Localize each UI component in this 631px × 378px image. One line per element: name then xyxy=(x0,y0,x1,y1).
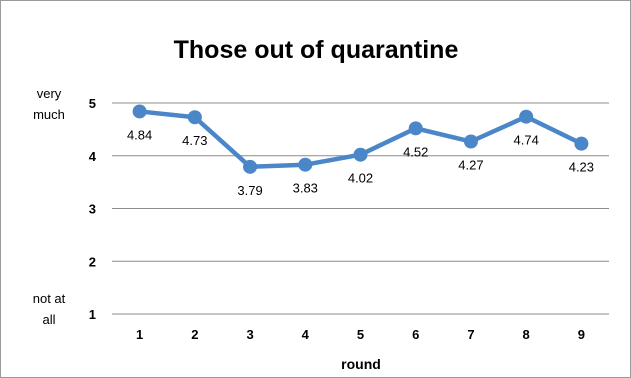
y-tick-label: 3 xyxy=(89,202,96,217)
data-label: 4.74 xyxy=(514,133,539,148)
x-tick-label: 8 xyxy=(523,327,530,342)
data-point xyxy=(574,136,589,151)
data-label: 4.23 xyxy=(569,160,594,175)
data-label: 4.02 xyxy=(348,171,373,186)
data-point xyxy=(298,157,313,172)
x-tick-label: 7 xyxy=(467,327,474,342)
x-tick-label: 6 xyxy=(412,327,419,342)
y-tick-label: 1 xyxy=(89,307,96,322)
x-axis-label: round xyxy=(341,356,381,372)
y-tick-label: 4 xyxy=(89,149,97,164)
data-label: 3.83 xyxy=(293,181,318,196)
gridlines xyxy=(112,102,609,315)
y-tick-label: 2 xyxy=(89,254,96,269)
y-annotation-bottom-line1: not at xyxy=(33,291,66,306)
data-point xyxy=(243,159,258,174)
y-annotation-bottom-line2: all xyxy=(42,312,55,327)
data-point xyxy=(187,110,202,125)
y-annotation-top-line1: very xyxy=(37,86,62,101)
x-tick-label: 5 xyxy=(357,327,364,342)
chart-title: Those out of quarantine xyxy=(174,36,459,64)
y-tick-label: 5 xyxy=(89,96,96,111)
data-label: 4.73 xyxy=(182,133,207,148)
x-axis-ticks: 1 2 3 4 5 6 7 8 9 xyxy=(136,327,585,342)
data-point xyxy=(408,121,423,136)
data-point xyxy=(463,134,478,149)
x-tick-label: 1 xyxy=(136,327,143,342)
x-tick-label: 4 xyxy=(302,327,310,342)
data-point xyxy=(132,104,147,119)
series-group xyxy=(132,104,589,174)
data-point xyxy=(353,147,368,162)
data-point xyxy=(519,109,534,124)
y-annotation-top-line2: much xyxy=(33,107,65,122)
x-tick-label: 2 xyxy=(191,327,198,342)
data-label: 3.79 xyxy=(237,183,262,198)
x-tick-label: 3 xyxy=(246,327,253,342)
data-label: 4.52 xyxy=(403,144,428,159)
data-label: 4.27 xyxy=(458,158,483,173)
data-labels: 4.84 4.73 3.79 3.83 4.02 4.52 4.27 4.74 4.23 xyxy=(127,127,594,197)
x-tick-label: 9 xyxy=(578,327,585,342)
y-axis-ticks: 1 2 3 4 5 xyxy=(89,96,97,322)
data-label: 4.84 xyxy=(127,127,152,142)
